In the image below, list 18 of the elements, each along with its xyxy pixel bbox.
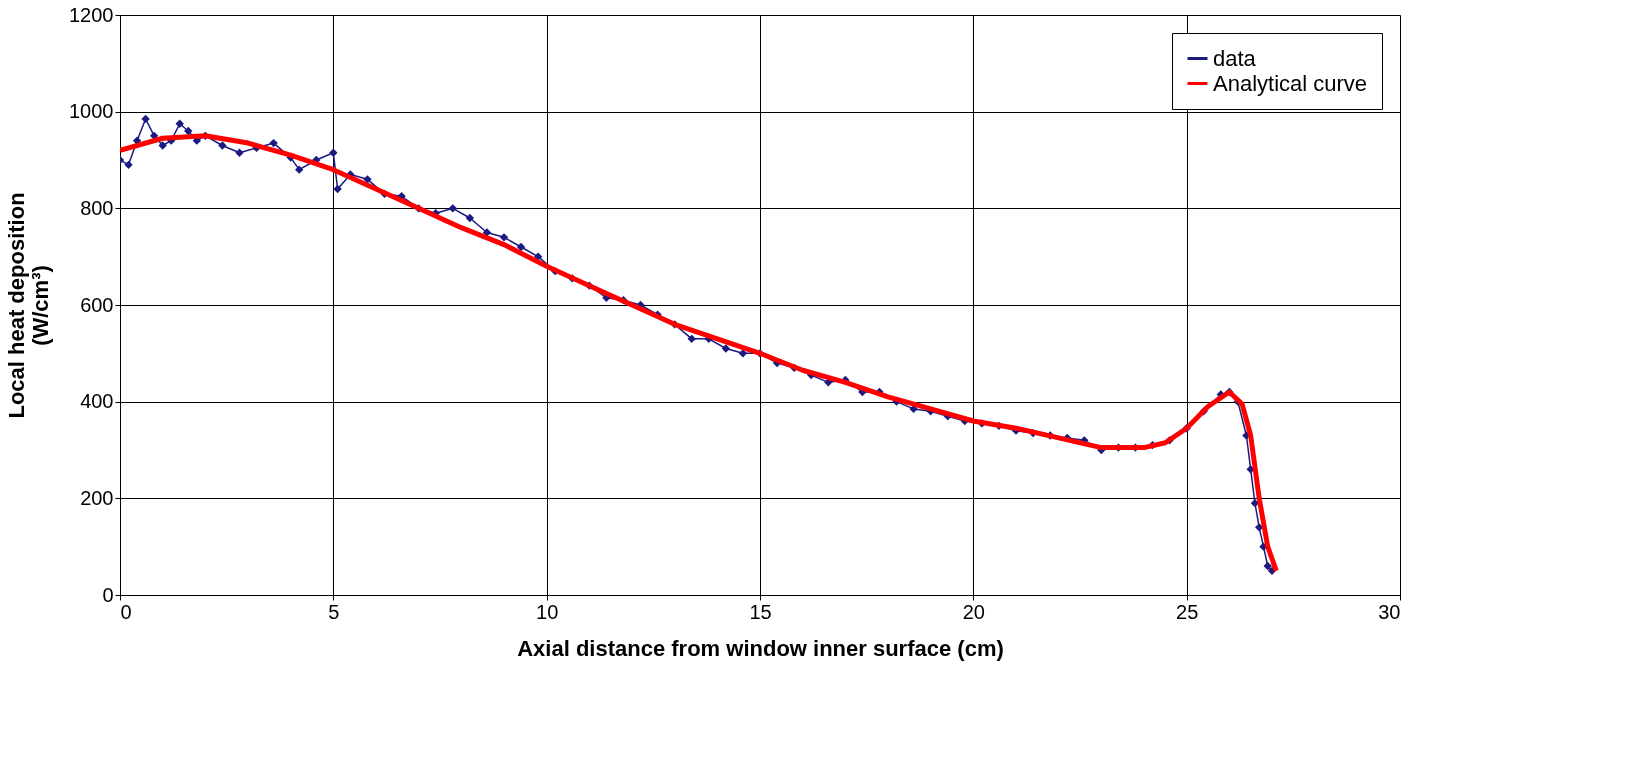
y-tick-label: 0 — [102, 583, 114, 606]
y-tick-label: 1000 — [69, 100, 114, 123]
x-tick-label: 5 — [328, 600, 340, 623]
x-tick-label: 20 — [962, 600, 985, 623]
legend-label: Analytical curve — [1213, 70, 1368, 96]
x-axis-title: Axial distance from window inner surface (cm) — [517, 635, 1004, 661]
y-tick-label: 600 — [80, 293, 114, 316]
x-tick-label: 30 — [1378, 600, 1401, 623]
y-axis-title: Local heat deposition (W/cm³) — [4, 192, 54, 419]
x-tick-label: 15 — [749, 600, 772, 623]
x-tick-label: 0 — [120, 600, 132, 623]
y-tick-label: 400 — [80, 390, 114, 413]
legend-label: data — [1213, 45, 1257, 71]
y-tick-label: 1200 — [69, 3, 114, 26]
x-tick-label: 25 — [1176, 600, 1199, 623]
y-tick-label: 200 — [80, 486, 114, 509]
x-tick-label: 10 — [536, 600, 559, 623]
y-tick-label: 800 — [80, 196, 114, 219]
